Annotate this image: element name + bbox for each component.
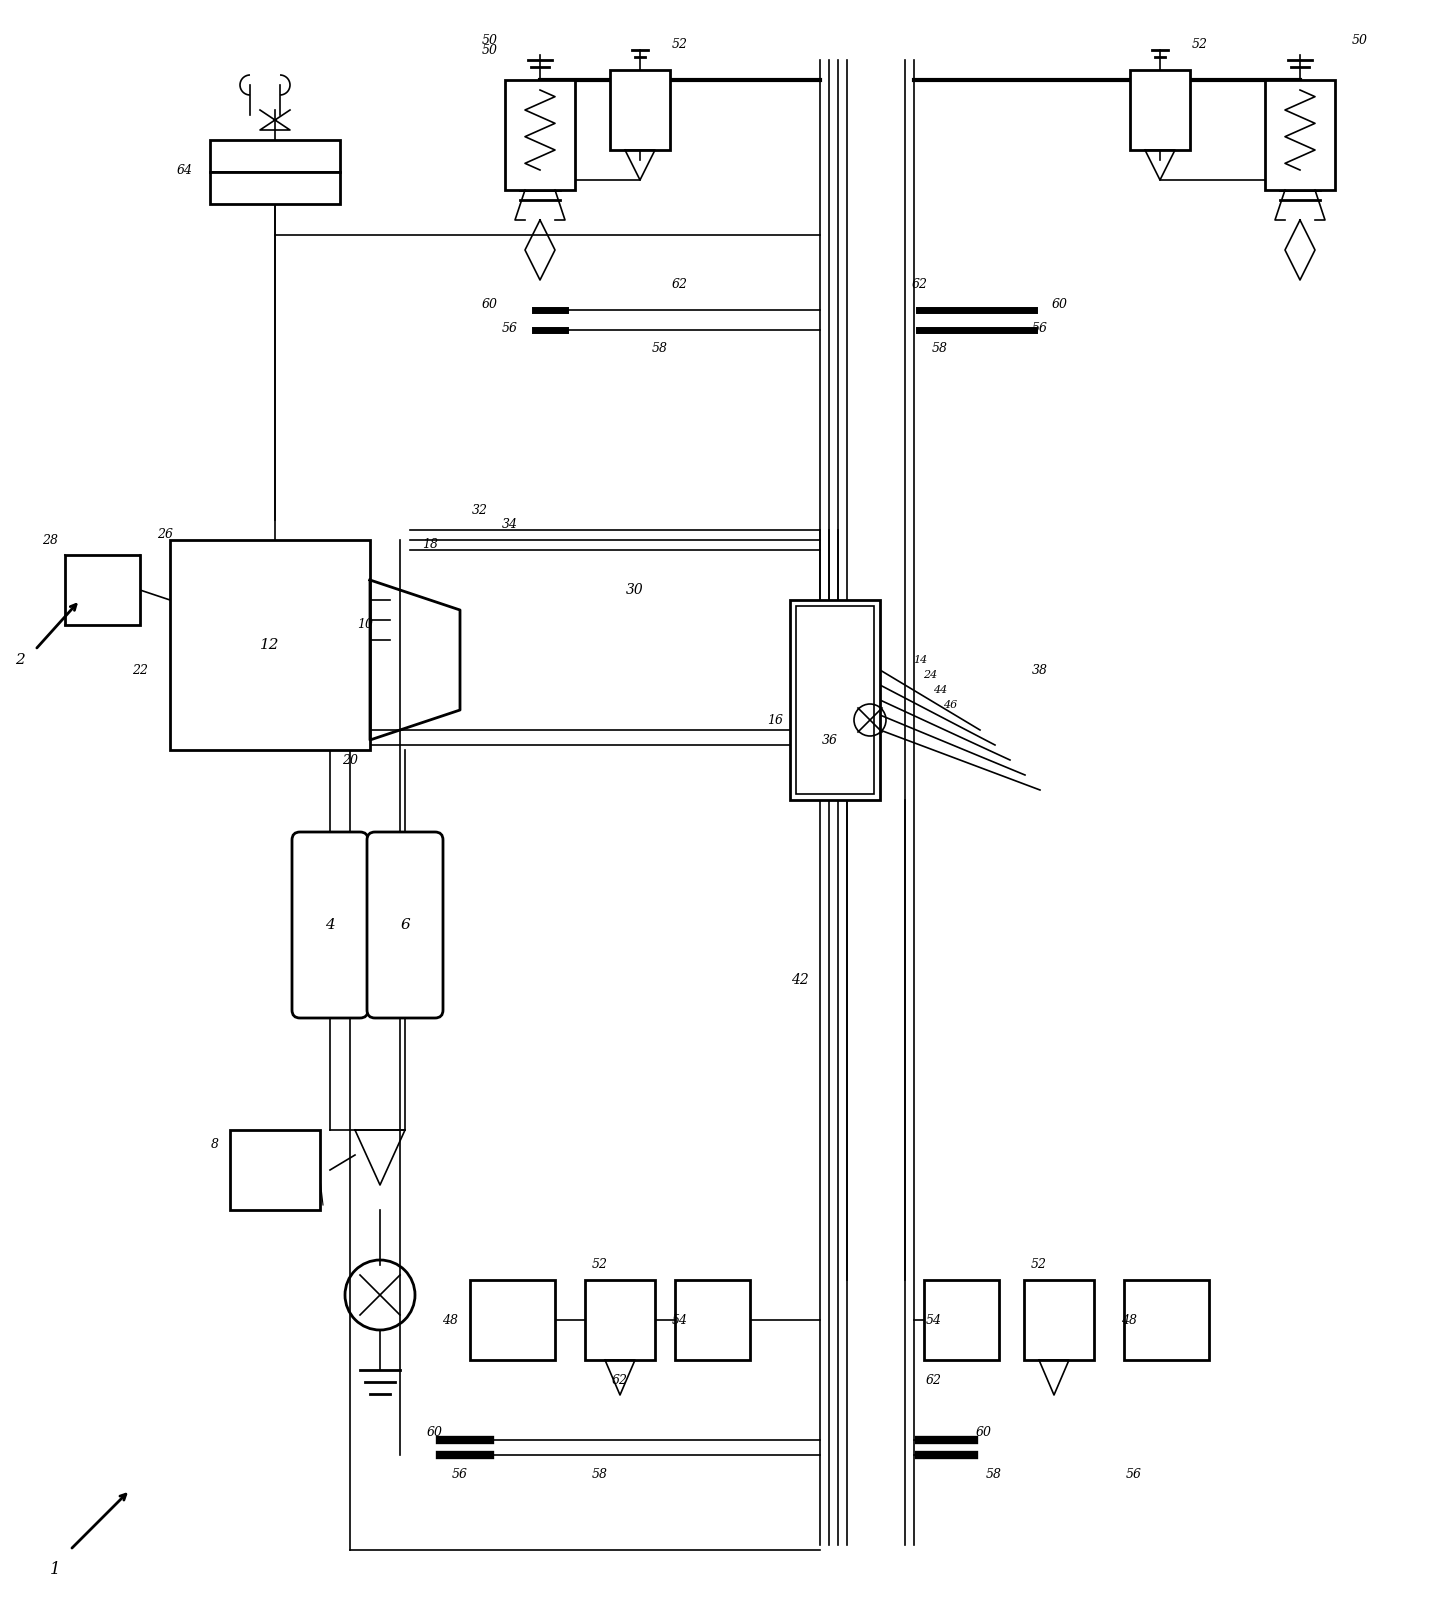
Text: 12: 12 bbox=[260, 638, 280, 652]
Text: 56: 56 bbox=[452, 1469, 468, 1482]
Text: 50: 50 bbox=[1353, 34, 1369, 46]
Text: 1: 1 bbox=[50, 1562, 60, 1578]
Text: 60: 60 bbox=[482, 298, 498, 311]
Text: 56: 56 bbox=[1032, 322, 1048, 335]
Text: 64: 64 bbox=[177, 163, 192, 176]
Text: 38: 38 bbox=[1032, 663, 1048, 676]
Bar bbox=[675, 1280, 750, 1360]
Text: 58: 58 bbox=[652, 341, 668, 354]
Text: 20: 20 bbox=[342, 753, 358, 766]
Text: 4: 4 bbox=[325, 918, 335, 932]
Text: 42: 42 bbox=[791, 972, 808, 987]
FancyBboxPatch shape bbox=[292, 831, 368, 1017]
Bar bbox=[470, 1280, 554, 1360]
Text: 58: 58 bbox=[932, 341, 948, 354]
Bar bbox=[210, 139, 340, 171]
Text: 36: 36 bbox=[821, 734, 839, 747]
Text: 62: 62 bbox=[612, 1373, 628, 1386]
Text: 46: 46 bbox=[943, 700, 958, 710]
Text: 48: 48 bbox=[1122, 1314, 1137, 1326]
Text: 14: 14 bbox=[913, 655, 928, 665]
Bar bbox=[790, 601, 880, 799]
Bar bbox=[584, 1280, 655, 1360]
Text: 58: 58 bbox=[592, 1469, 607, 1482]
Text: 52: 52 bbox=[1031, 1259, 1047, 1272]
Text: 44: 44 bbox=[933, 686, 948, 695]
Text: 10: 10 bbox=[358, 618, 373, 631]
Text: 34: 34 bbox=[503, 519, 518, 532]
Text: 58: 58 bbox=[987, 1469, 1002, 1482]
Text: 32: 32 bbox=[472, 503, 488, 516]
Bar bbox=[230, 1129, 320, 1210]
Text: 52: 52 bbox=[592, 1259, 607, 1272]
Text: 6: 6 bbox=[401, 918, 409, 932]
Bar bbox=[210, 171, 340, 203]
Text: 54: 54 bbox=[672, 1314, 688, 1326]
Text: 18: 18 bbox=[422, 538, 438, 551]
Bar bbox=[1265, 80, 1335, 191]
Text: 60: 60 bbox=[1053, 298, 1068, 311]
Text: 16: 16 bbox=[767, 713, 783, 726]
Text: 50: 50 bbox=[482, 34, 498, 46]
Text: 54: 54 bbox=[926, 1314, 942, 1326]
Bar bbox=[1130, 70, 1190, 151]
Bar bbox=[1124, 1280, 1209, 1360]
Bar bbox=[505, 80, 574, 191]
Text: 24: 24 bbox=[923, 670, 938, 679]
Text: 56: 56 bbox=[503, 322, 518, 335]
Text: 62: 62 bbox=[672, 279, 688, 292]
Text: 62: 62 bbox=[912, 279, 928, 292]
Text: 52: 52 bbox=[1192, 38, 1208, 51]
Text: 60: 60 bbox=[426, 1426, 442, 1439]
Text: 52: 52 bbox=[672, 38, 688, 51]
Bar bbox=[610, 70, 671, 151]
Text: 48: 48 bbox=[442, 1314, 458, 1326]
Text: 30: 30 bbox=[626, 583, 643, 598]
Text: 2: 2 bbox=[16, 654, 24, 666]
Bar bbox=[169, 540, 370, 750]
Bar bbox=[1024, 1280, 1094, 1360]
Text: 28: 28 bbox=[42, 533, 57, 546]
Text: 50: 50 bbox=[482, 43, 498, 56]
Bar bbox=[65, 554, 139, 625]
Text: 22: 22 bbox=[132, 663, 148, 676]
Text: 8: 8 bbox=[211, 1139, 220, 1152]
Bar bbox=[796, 606, 875, 795]
Text: 26: 26 bbox=[157, 529, 172, 541]
Text: 60: 60 bbox=[976, 1426, 992, 1439]
Text: 62: 62 bbox=[926, 1373, 942, 1386]
FancyBboxPatch shape bbox=[368, 831, 442, 1017]
Bar bbox=[923, 1280, 999, 1360]
Text: 56: 56 bbox=[1126, 1469, 1142, 1482]
